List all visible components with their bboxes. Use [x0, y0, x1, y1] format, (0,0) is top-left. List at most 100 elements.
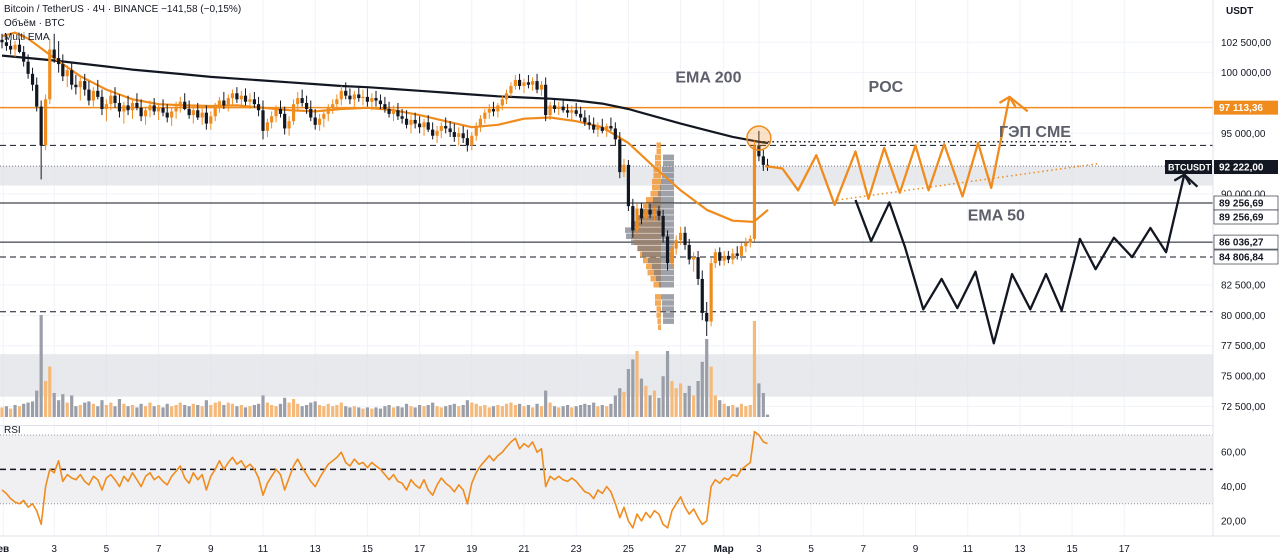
volume-bar — [391, 407, 396, 417]
chart-legend: Bitcoin / TetherUS · 4Ч · BINANCE −141,5… — [4, 3, 241, 45]
volume-bar — [531, 407, 535, 417]
candle-body — [692, 257, 696, 260]
projection-layer — [758, 95, 1199, 345]
volume-profile-bar — [655, 300, 661, 306]
volume-profile-bar — [650, 275, 661, 282]
price-axis-bg — [1213, 0, 1280, 560]
volume-bar — [122, 403, 126, 417]
candle-body — [87, 89, 91, 101]
volume-bar — [65, 402, 69, 417]
volume-bar — [383, 406, 387, 417]
volume-bar — [448, 405, 452, 417]
volume-bar — [226, 402, 230, 417]
candle-body — [700, 278, 704, 313]
x-tick-label: 9 — [208, 544, 214, 555]
candle-body — [352, 94, 356, 100]
candle-body — [539, 84, 544, 90]
candle-body — [183, 101, 187, 110]
volume-bar — [435, 406, 439, 417]
rsi-legend[interactable]: RSI — [4, 425, 21, 436]
x-tick-label: ев — [0, 544, 9, 555]
zones-layer — [0, 166, 1213, 397]
volume-bar — [265, 402, 270, 417]
candle-body — [665, 236, 670, 264]
volume-bar — [592, 402, 596, 417]
candle-body — [387, 109, 391, 114]
volume-profile-bar-dark — [660, 184, 674, 191]
volume-profile-bar-dark — [663, 318, 674, 324]
candle-body — [500, 99, 504, 106]
candle-body — [574, 110, 578, 114]
volume-bar — [230, 403, 235, 417]
highlight-circle — [746, 125, 772, 151]
volume-bar — [348, 407, 352, 417]
volume-bar — [335, 405, 339, 417]
candle-body — [470, 135, 474, 146]
candle-body — [48, 49, 52, 100]
candle-body — [483, 112, 487, 119]
legend-volume[interactable]: Объём · BTC — [4, 18, 65, 29]
volume-bar — [718, 400, 722, 417]
volume-bar — [35, 390, 39, 417]
candle-body — [209, 116, 213, 124]
volume-bar — [170, 406, 174, 417]
candle-body — [661, 215, 665, 237]
zone-rect — [0, 354, 1213, 397]
legend-ema[interactable]: Multi EMA — [4, 32, 50, 43]
price-tag-bg — [1214, 160, 1278, 175]
candle-body — [396, 110, 400, 117]
candle-body — [74, 84, 78, 88]
candle-body — [409, 119, 413, 125]
volume-bar — [135, 407, 139, 417]
candle-body — [735, 253, 739, 256]
volume-bar — [252, 405, 256, 417]
volume-bar — [413, 407, 417, 417]
rsi-tick-label: 60,00 — [1221, 448, 1246, 459]
legend-main[interactable]: Bitcoin / TetherUS · 4Ч · BINANCE −141,5… — [4, 4, 242, 15]
volume-profile-bar-dark — [662, 300, 674, 306]
volume-bar — [318, 405, 322, 417]
candle-body — [748, 238, 752, 243]
volume-bar — [557, 407, 561, 417]
candle-body — [444, 126, 448, 129]
candle-body — [139, 107, 143, 117]
volume-bar — [526, 405, 531, 417]
candle-body — [22, 51, 26, 62]
y-tick-label: 95 000,00 — [1221, 129, 1266, 140]
black-arrow-head — [1173, 173, 1192, 186]
volume-bar — [261, 395, 265, 417]
volume-bar — [70, 395, 74, 417]
volume-bar — [178, 402, 182, 417]
volume-bar — [157, 405, 161, 417]
volume-profile-bar — [652, 184, 661, 191]
price-tag-label: 89 256,69 — [1219, 199, 1264, 210]
volume-bar — [692, 395, 696, 417]
volume-bar — [674, 388, 678, 417]
x-tick-label: 21 — [518, 544, 530, 555]
x-tick-label: 13 — [310, 544, 322, 555]
volume-bar — [683, 393, 687, 417]
volume-bar — [679, 383, 683, 417]
volume-profile-bar — [655, 154, 661, 161]
volume-bar — [152, 406, 156, 417]
candle-body — [57, 58, 61, 65]
volume-bar — [765, 414, 770, 417]
candle-body — [565, 110, 570, 113]
volume-bar — [57, 400, 61, 417]
volume-bar — [104, 405, 108, 417]
candle-body — [544, 84, 548, 116]
candle-body — [274, 109, 278, 117]
volume-bar — [78, 405, 82, 417]
price-tag-bg — [1213, 249, 1279, 265]
candle-body — [43, 99, 48, 146]
volume-bar — [17, 406, 22, 417]
volume-bar — [509, 402, 513, 417]
candle-body — [487, 109, 491, 113]
y-tick-label: 80 000,00 — [1221, 311, 1266, 322]
currency-label[interactable]: USDT — [1226, 6, 1254, 17]
candles-layer — [0, 33, 770, 336]
volume-bar — [117, 399, 122, 417]
candle-body — [344, 90, 348, 96]
